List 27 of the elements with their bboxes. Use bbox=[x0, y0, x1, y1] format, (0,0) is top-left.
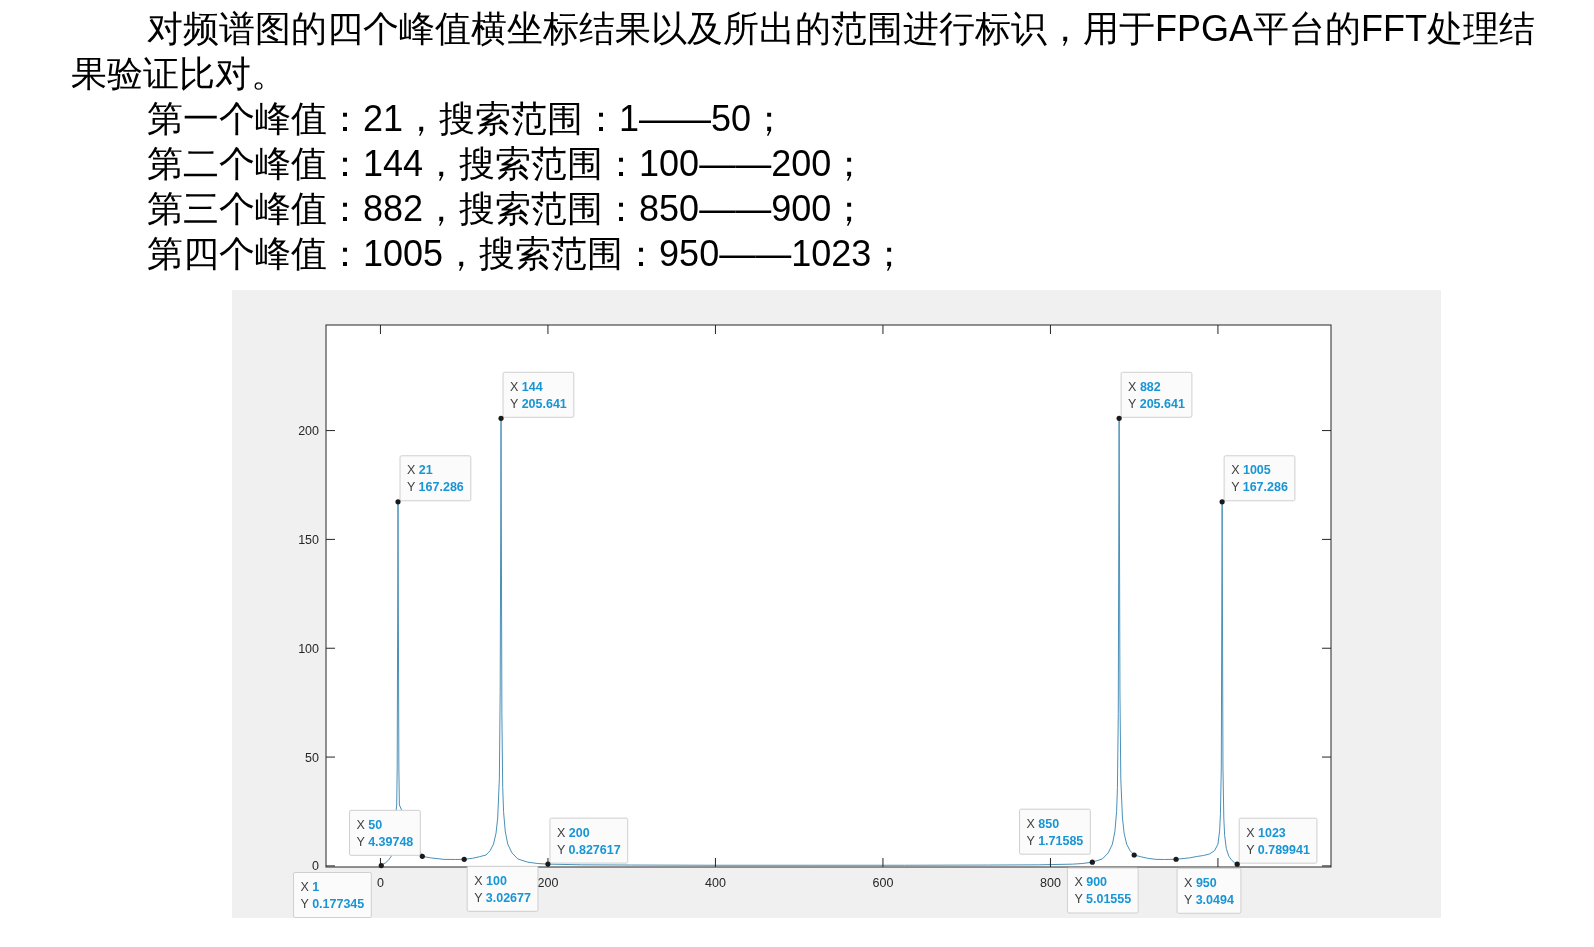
annotation: X 1 Y 0.177345 bbox=[300, 880, 365, 912]
text: 第二个峰值：144，搜索范围：100——200； bbox=[146, 142, 869, 186]
annotation: X 850 Y 1.71585 bbox=[1026, 816, 1084, 848]
y-tick-label: 100 bbox=[298, 641, 320, 656]
x-tick-label: 0 bbox=[376, 876, 384, 890]
annotation: X 882 Y 205.641 bbox=[1128, 379, 1185, 411]
annotation: X 200 Y 0.827617 bbox=[556, 825, 621, 857]
annotation: X 900 Y 5.01555 bbox=[1074, 875, 1132, 907]
annotation: X 100 Y 3.02677 bbox=[474, 873, 532, 905]
x-tick-label: 800 bbox=[1040, 876, 1061, 890]
y-tick-label: 50 bbox=[305, 750, 320, 765]
text: 第一个峰值：21，搜索范围：1——50； bbox=[146, 97, 789, 141]
chart-title: 对频谱图的四个峰值横坐标结果以及所出的范围进行标识，用于FPGA平台的FFT处理结果验证比对。 bbox=[71, 7, 1536, 96]
text: 第三个峰值：882，搜索范围：850——900； bbox=[146, 187, 869, 231]
x-tick-label: 400 bbox=[705, 876, 726, 890]
y-tick-label: 200 bbox=[298, 424, 320, 439]
y-tick-label: 150 bbox=[298, 532, 320, 547]
annotation: X 1005 Y 167.286 bbox=[1231, 463, 1288, 495]
annotation: X 950 Y 3.0494 bbox=[1184, 875, 1234, 907]
y-tick-label: 0 bbox=[312, 859, 320, 874]
text: 第四个峰值：1005，搜索范围：950——1023； bbox=[146, 232, 909, 276]
annotation: X 21 Y 167.286 bbox=[407, 463, 464, 495]
annotation: X 50 Y 4.39748 bbox=[356, 817, 414, 849]
annotation: X 144 Y 205.641 bbox=[510, 379, 567, 411]
x-tick-label: 200 bbox=[537, 876, 559, 890]
annotation: X 1023 Y 0.789941 bbox=[1246, 825, 1310, 857]
x-tick-label: 600 bbox=[872, 876, 894, 890]
